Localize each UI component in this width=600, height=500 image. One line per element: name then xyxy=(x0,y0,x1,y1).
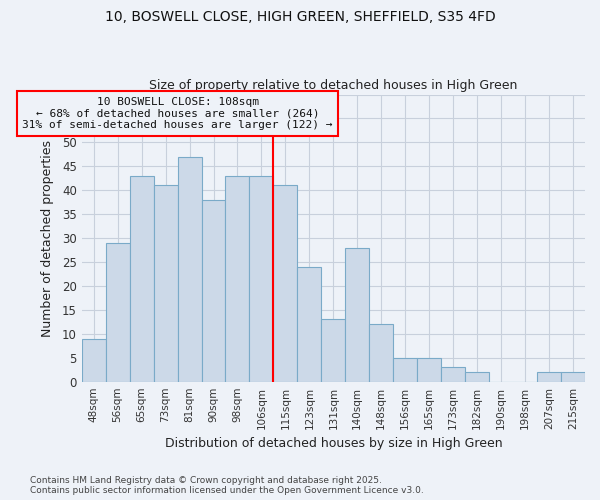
Bar xyxy=(441,368,465,382)
Bar xyxy=(130,176,154,382)
Y-axis label: Number of detached properties: Number of detached properties xyxy=(41,140,53,336)
Bar xyxy=(465,372,489,382)
Text: 10, BOSWELL CLOSE, HIGH GREEN, SHEFFIELD, S35 4FD: 10, BOSWELL CLOSE, HIGH GREEN, SHEFFIELD… xyxy=(104,10,496,24)
Bar xyxy=(154,186,178,382)
Bar xyxy=(274,186,298,382)
Bar xyxy=(322,320,346,382)
Bar xyxy=(537,372,561,382)
Bar xyxy=(346,248,369,382)
Bar xyxy=(561,372,585,382)
Bar xyxy=(369,324,393,382)
Bar xyxy=(82,338,106,382)
Bar xyxy=(393,358,417,382)
Bar xyxy=(226,176,250,382)
Bar xyxy=(298,267,322,382)
Title: Size of property relative to detached houses in High Green: Size of property relative to detached ho… xyxy=(149,79,518,92)
Text: Contains HM Land Registry data © Crown copyright and database right 2025.
Contai: Contains HM Land Registry data © Crown c… xyxy=(30,476,424,495)
Bar xyxy=(178,157,202,382)
Bar xyxy=(417,358,441,382)
Text: 10 BOSWELL CLOSE: 108sqm
← 68% of detached houses are smaller (264)
31% of semi-: 10 BOSWELL CLOSE: 108sqm ← 68% of detach… xyxy=(22,97,333,130)
X-axis label: Distribution of detached houses by size in High Green: Distribution of detached houses by size … xyxy=(164,437,502,450)
Bar xyxy=(202,200,226,382)
Bar xyxy=(250,176,274,382)
Bar xyxy=(106,243,130,382)
